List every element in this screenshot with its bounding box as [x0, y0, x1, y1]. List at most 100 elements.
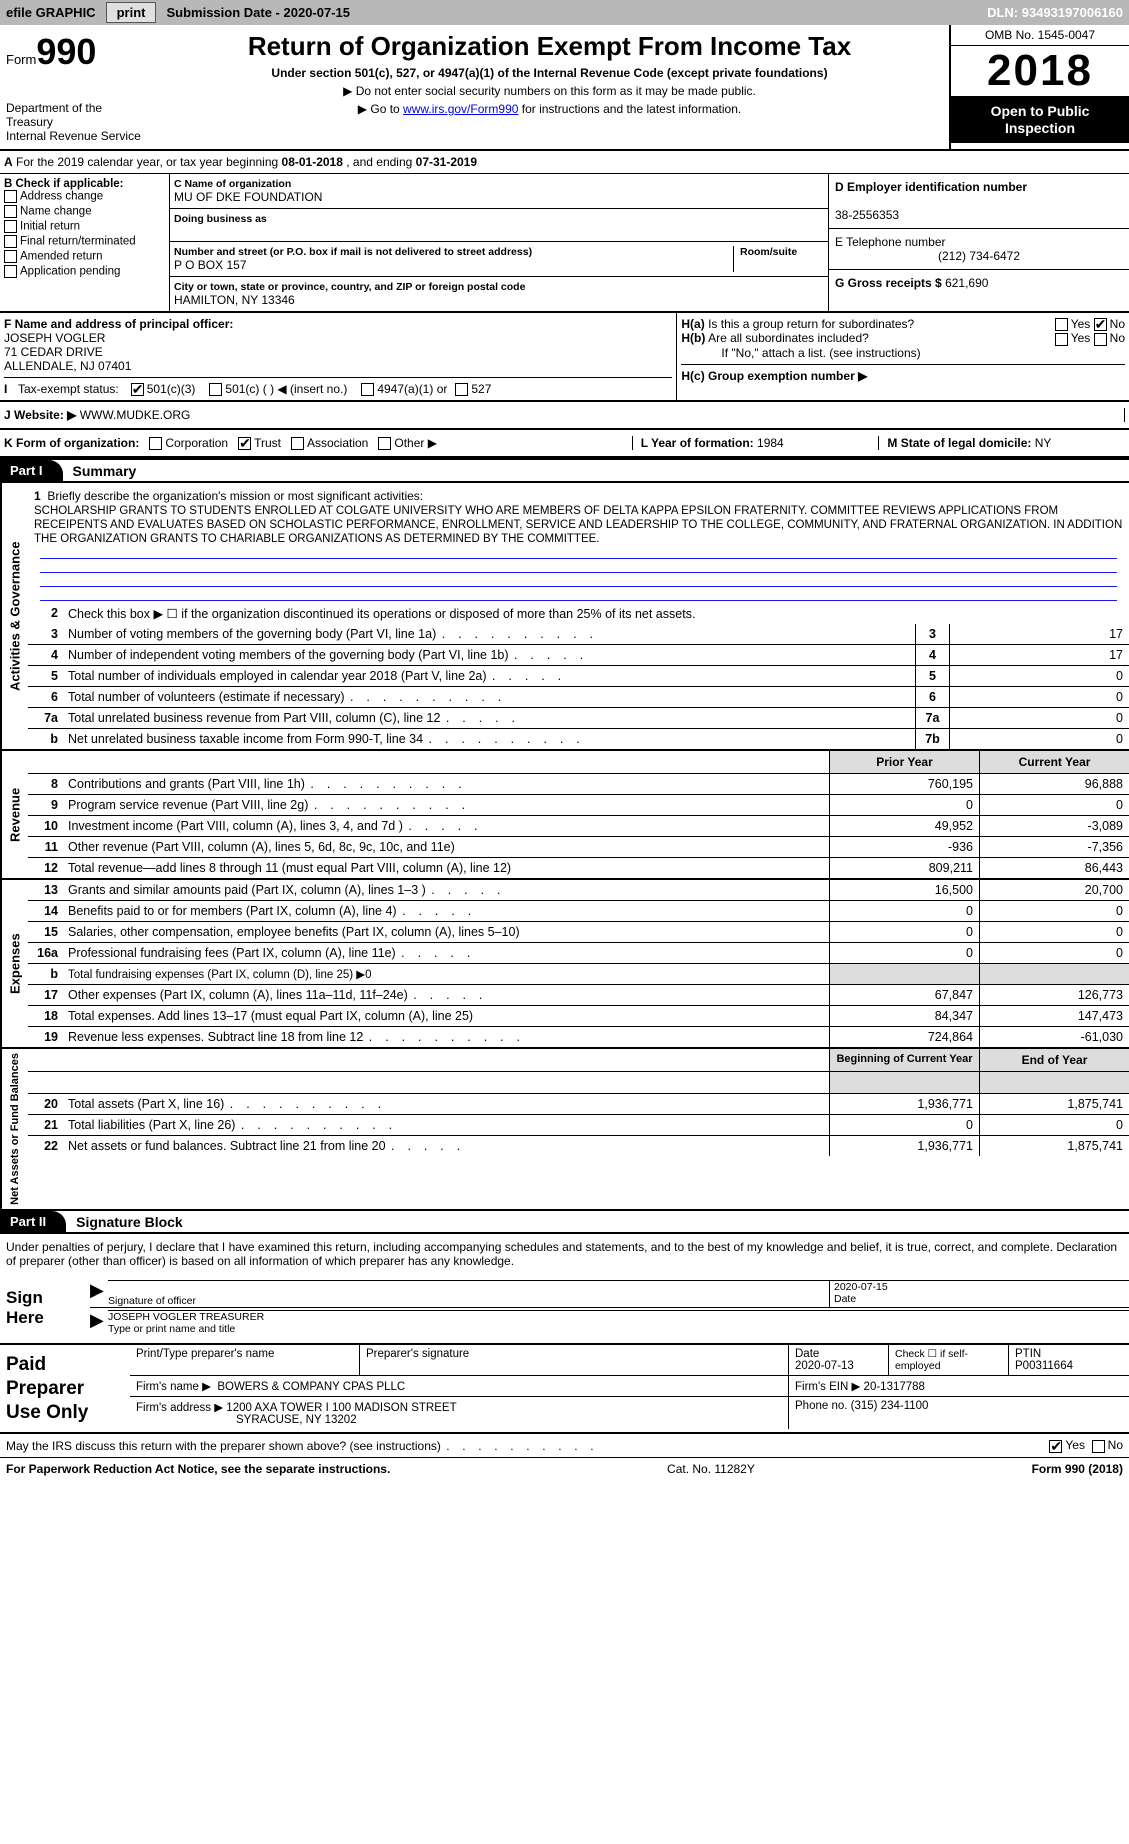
firm-ein: 20-1317788	[864, 1381, 925, 1393]
hb-yes[interactable]	[1055, 333, 1068, 346]
val-17p: 67,847	[829, 985, 979, 1005]
val-21c: 0	[979, 1115, 1129, 1135]
ha-no[interactable]	[1094, 318, 1107, 331]
val-11c: -7,356	[979, 837, 1129, 857]
val-9p: 0	[829, 795, 979, 815]
val-11p: -936	[829, 837, 979, 857]
dept-treasury: Department of the Treasury Internal Reve…	[6, 101, 143, 143]
gross-receipts: 621,690	[945, 276, 988, 290]
row-j: J Website: ▶ WWW.MUDKE.ORG	[0, 402, 1129, 430]
val-18p: 84,347	[829, 1006, 979, 1026]
dln: DLN: 93493197006160	[987, 5, 1123, 20]
chk-application-pending[interactable]: Application pending	[4, 265, 165, 278]
firm-addr: 1200 AXA TOWER I 100 MADISON STREET	[226, 1402, 456, 1414]
tab-revenue: Revenue	[0, 751, 28, 878]
ein: 38-2556353	[835, 208, 899, 222]
chk-4947[interactable]	[361, 383, 374, 396]
chk-initial-return[interactable]: Initial return	[4, 220, 165, 233]
part1-header: Part I Summary	[0, 458, 1129, 483]
val-13p: 16,500	[829, 880, 979, 900]
section-net-assets: Net Assets or Fund Balances Beginning of…	[0, 1049, 1129, 1209]
val-22p: 1,936,771	[829, 1136, 979, 1156]
org-name: MU OF DKE FOUNDATION	[174, 190, 322, 204]
chk-501c3[interactable]	[131, 383, 144, 396]
page-footer: For Paperwork Reduction Act Notice, see …	[0, 1458, 1129, 1480]
chk-final-return[interactable]: Final return/terminated	[4, 235, 165, 248]
omb-number: OMB No. 1545-0047	[951, 25, 1129, 46]
val-22c: 1,875,741	[979, 1136, 1129, 1156]
group-return: H(a) Is this a group return for subordin…	[677, 313, 1129, 400]
signature-declaration: Under penalties of perjury, I declare th…	[0, 1234, 1129, 1274]
org-address: P O BOX 157	[174, 258, 247, 272]
val-12c: 86,443	[979, 858, 1129, 878]
val-18c: 147,473	[979, 1006, 1129, 1026]
val-20p: 1,936,771	[829, 1094, 979, 1114]
form-note-2: ▶ Go to www.irs.gov/Form990 for instruct…	[160, 102, 939, 116]
col-d-right: D Employer identification number 38-2556…	[829, 174, 1129, 311]
top-toolbar: efile GRAPHIC print Submission Date - 20…	[0, 0, 1129, 25]
val-7a: 0	[949, 708, 1129, 728]
val-20c: 1,875,741	[979, 1094, 1129, 1114]
val-3: 17	[949, 624, 1129, 644]
section-governance: Activities & Governance 1 Briefly descri…	[0, 483, 1129, 751]
val-19c: -61,030	[979, 1027, 1129, 1047]
chk-trust[interactable]	[238, 437, 251, 450]
mission-text: SCHOLARSHIP GRANTS TO STUDENTS ENROLLED …	[34, 505, 1122, 545]
val-16ap: 0	[829, 943, 979, 963]
val-12p: 809,211	[829, 858, 979, 878]
form-subtitle: Under section 501(c), 527, or 4947(a)(1)…	[160, 66, 939, 80]
val-9c: 0	[979, 795, 1129, 815]
sign-arrow-icon: ▶	[90, 1280, 108, 1307]
val-8c: 96,888	[979, 774, 1129, 794]
section-revenue: Revenue Prior YearCurrent Year 8Contribu…	[0, 751, 1129, 880]
firm-name: BOWERS & COMPANY CPAS PLLC	[217, 1381, 405, 1393]
val-15p: 0	[829, 922, 979, 942]
chk-501c[interactable]	[209, 383, 222, 396]
form-header: Form990 Department of the Treasury Inter…	[0, 25, 1129, 151]
ptin: P00311664	[1015, 1360, 1073, 1372]
val-7b: 0	[949, 729, 1129, 749]
form-note-1: ▶ Do not enter social security numbers o…	[160, 84, 939, 98]
chk-other[interactable]	[378, 437, 391, 450]
omb-block: OMB No. 1545-0047 2018 Open to Public In…	[949, 25, 1129, 149]
officer-name: JOSEPH VOGLER TREASURER	[108, 1311, 1129, 1323]
form-id: Form990 Department of the Treasury Inter…	[0, 25, 150, 149]
print-button[interactable]: print	[106, 2, 157, 23]
row-k: K Form of organization: Corporation Trus…	[0, 430, 1129, 458]
signature-date: 2020-07-15	[834, 1281, 1129, 1293]
val-10p: 49,952	[829, 816, 979, 836]
col-c-org: C Name of organization MU OF DKE FOUNDAT…	[170, 174, 829, 311]
hb-no[interactable]	[1094, 333, 1107, 346]
chk-527[interactable]	[455, 383, 468, 396]
chk-assoc[interactable]	[291, 437, 304, 450]
form-title: Return of Organization Exempt From Incom…	[160, 31, 939, 62]
org-city: HAMILTON, NY 13346	[174, 293, 295, 307]
col-b-checkboxes: B Check if applicable: Address change Na…	[0, 174, 170, 311]
val-10c: -3,089	[979, 816, 1129, 836]
principal-officer: F Name and address of principal officer:…	[0, 313, 677, 400]
may-no[interactable]	[1092, 1440, 1105, 1453]
chk-amended-return[interactable]: Amended return	[4, 250, 165, 263]
val-6: 0	[949, 687, 1129, 707]
state-domicile: M State of legal domicile: NY	[878, 436, 1125, 450]
val-5: 0	[949, 666, 1129, 686]
officer-group-row: F Name and address of principal officer:…	[0, 313, 1129, 402]
val-19p: 724,864	[829, 1027, 979, 1047]
chk-name-change[interactable]: Name change	[4, 205, 165, 218]
section-expenses: Expenses 13Grants and similar amounts pa…	[0, 880, 1129, 1049]
irs-link[interactable]: www.irs.gov/Form990	[403, 102, 518, 116]
chk-address-change[interactable]: Address change	[4, 190, 165, 203]
val-21p: 0	[829, 1115, 979, 1135]
val-14c: 0	[979, 901, 1129, 921]
may-yes[interactable]	[1049, 1440, 1062, 1453]
may-irs-discuss: May the IRS discuss this return with the…	[0, 1434, 1129, 1457]
part2-header: Part II Signature Block	[0, 1209, 1129, 1234]
efile-label: efile GRAPHIC	[6, 5, 96, 20]
tab-net-assets: Net Assets or Fund Balances	[0, 1049, 28, 1209]
chk-corp[interactable]	[149, 437, 162, 450]
telephone: (212) 734-6472	[835, 249, 1123, 263]
ha-yes[interactable]	[1055, 318, 1068, 331]
org-info-block: B Check if applicable: Address change Na…	[0, 174, 1129, 313]
tab-governance: Activities & Governance	[0, 483, 28, 749]
val-16ac: 0	[979, 943, 1129, 963]
